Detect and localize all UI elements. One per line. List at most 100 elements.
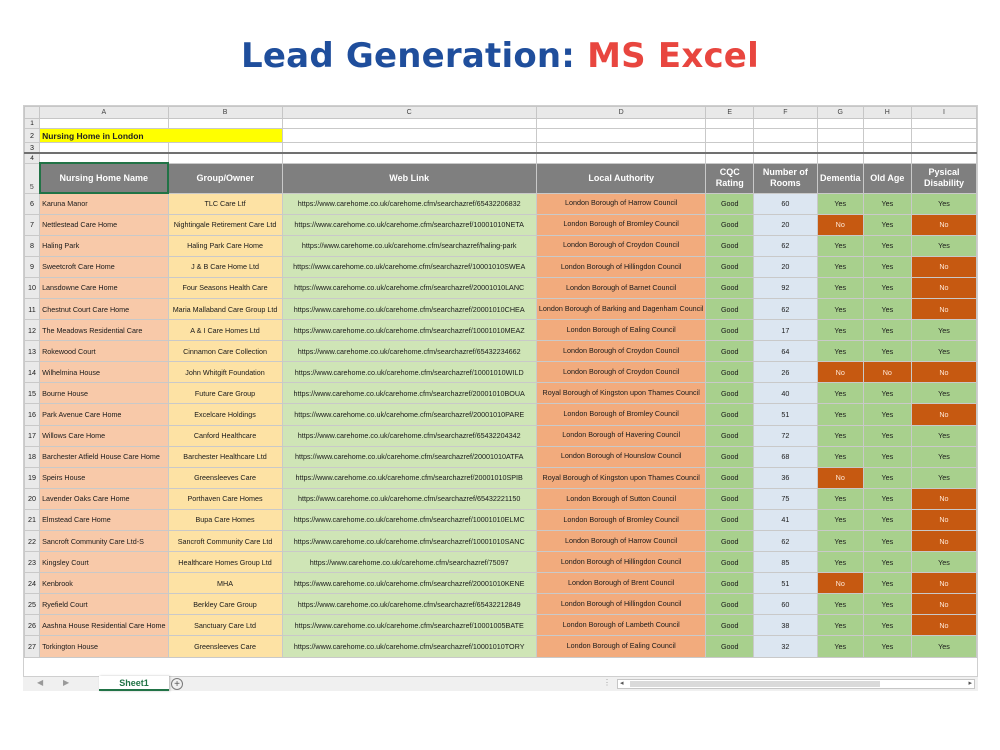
scroll-left-icon[interactable]: ◂ [620,680,624,687]
cell-group-owner[interactable]: Greensleeves Care [167,635,283,658]
cell-web-link[interactable]: https://www.carehome.co.uk/carehome.cfm/… [281,466,537,489]
cell-group-owner[interactable]: Sancroft Community Care Ltd [167,529,283,553]
cell-web-link[interactable]: https://www.carehome.co.uk/carehome.cfm/… [281,255,537,278]
row-number[interactable]: 4 [24,152,41,164]
cell-number-of-rooms[interactable]: 72 [752,424,818,447]
cell-nursing-home-name[interactable]: Haling Park [39,234,169,257]
row-number[interactable]: 26 [24,614,41,637]
empty-cell[interactable] [910,118,977,129]
cell-cqc-rating[interactable]: Good [705,572,754,595]
cell-nursing-home-name[interactable]: Willows Care Home [39,424,169,447]
cell-nursing-home-name[interactable]: The Meadows Residential Care [39,319,169,342]
cell-group-owner[interactable]: Excelcare Holdings [167,403,283,426]
scroll-right-icon[interactable]: ▸ [968,680,972,687]
empty-cell[interactable] [752,128,818,143]
row-number[interactable]: 9 [24,255,41,278]
header-cqc-rating[interactable]: CQC Rating [705,162,754,194]
cell-group-owner[interactable]: A & I Care Homes Ltd [167,319,283,342]
cell-local-authority[interactable]: London Borough of Harrow Council [535,192,707,215]
cell-cqc-rating[interactable]: Good [705,445,754,468]
empty-cell[interactable] [910,142,977,154]
cell-cqc-rating[interactable]: Good [705,255,754,278]
cell-cqc-rating[interactable]: Good [705,340,754,363]
cell-nursing-home-name[interactable]: Bourne House [39,382,169,405]
empty-cell[interactable] [862,118,912,129]
row-number[interactable]: 27 [24,635,41,658]
cell-cqc-rating[interactable]: Good [705,234,754,257]
cell-web-link[interactable]: https://www.carehome.co.uk/carehome.cfm/… [281,551,537,574]
cell-old-age[interactable]: Yes [862,614,912,637]
cell-web-link[interactable]: https://www.carehome.co.uk/carehome.cfm/… [281,593,537,616]
header-group-owner[interactable]: Group/Owner [167,162,283,194]
cell-group-owner[interactable]: MHA [167,572,283,595]
row-number[interactable]: 24 [24,572,41,595]
column-header-g[interactable]: G [816,106,864,119]
cell-web-link[interactable]: https://www.carehome.co.uk/carehome.cfm/… [281,361,537,384]
cell-group-owner[interactable]: Cinnamon Care Collection [167,340,283,363]
row-number[interactable]: 6 [24,192,41,215]
cell-cqc-rating[interactable]: Good [705,382,754,405]
cell-dementia[interactable]: Yes [816,276,864,299]
cell-cqc-rating[interactable]: Good [705,466,754,489]
empty-cell[interactable] [752,142,818,154]
cell-number-of-rooms[interactable]: 60 [752,192,818,215]
cell-old-age[interactable]: Yes [862,572,912,595]
cell-number-of-rooms[interactable]: 60 [752,593,818,616]
cell-old-age[interactable]: Yes [862,445,912,468]
row-number[interactable]: 18 [24,445,41,468]
cell-old-age[interactable]: Yes [862,466,912,489]
cell-nursing-home-name[interactable]: Kenbrook [39,572,169,595]
row-number[interactable]: 7 [24,213,41,236]
cell-web-link[interactable]: https://www.carehome.co.uk/carehome.cfm/… [281,340,537,363]
cell-cqc-rating[interactable]: Good [705,635,754,658]
cell-local-authority[interactable]: London Borough of Hillingdon Council [535,255,707,278]
cell-dementia[interactable]: Yes [816,255,864,278]
cell-web-link[interactable]: https://www.carehome.co.uk/carehome.cfm/… [281,614,537,637]
cell-disability[interactable]: No [910,276,977,299]
empty-cell[interactable] [535,152,707,164]
cell-number-of-rooms[interactable]: 32 [752,635,818,658]
cell-nursing-home-name[interactable]: Chestnut Court Care Home [39,297,169,321]
empty-cell[interactable] [862,152,912,164]
row-number[interactable]: 1 [24,118,41,129]
cell-dementia[interactable]: Yes [816,551,864,574]
horizontal-scrollbar[interactable]: ◂ ▸ [617,679,975,689]
cell-local-authority[interactable]: London Borough of Bromley Council [535,403,707,426]
row-number[interactable]: 23 [24,551,41,574]
cell-group-owner[interactable]: Canford Healthcare [167,424,283,447]
cell-old-age[interactable]: Yes [862,424,912,447]
cell-dementia[interactable]: Yes [816,508,864,532]
cell-dementia[interactable]: Yes [816,319,864,342]
cell-disability[interactable]: No [910,593,977,616]
cell-web-link[interactable]: https://www.carehome.co.uk/carehome.cfm/… [281,508,537,532]
cell-old-age[interactable]: Yes [862,319,912,342]
cell-cqc-rating[interactable]: Good [705,529,754,553]
cell-dementia[interactable]: Yes [816,424,864,447]
cell-old-age[interactable]: Yes [862,276,912,299]
cell-cqc-rating[interactable]: Good [705,276,754,299]
column-header-f[interactable]: F [752,106,818,119]
header-old-age[interactable]: Old Age [862,162,912,194]
cell-group-owner[interactable]: Maria Mallaband Care Group Ltd [167,297,283,321]
cell-dementia[interactable]: No [816,572,864,595]
cell-dementia[interactable]: Yes [816,297,864,321]
cell-dementia[interactable]: Yes [816,445,864,468]
row-number[interactable]: 22 [24,529,41,553]
cell-nursing-home-name[interactable]: Kingsley Court [39,551,169,574]
row-number[interactable]: 5 [24,162,41,194]
cell-number-of-rooms[interactable]: 38 [752,614,818,637]
empty-cell[interactable] [816,152,864,164]
cell-disability[interactable]: Yes [910,340,977,363]
cell-disability[interactable]: Yes [910,466,977,489]
cell-disability[interactable]: No [910,614,977,637]
cell-old-age[interactable]: Yes [862,635,912,658]
cell-disability[interactable]: Yes [910,445,977,468]
cell-group-owner[interactable]: Sanctuary Care Ltd [167,614,283,637]
cell-local-authority[interactable]: London Borough of Barnet Council [535,276,707,299]
empty-cell[interactable] [39,142,169,154]
header-nursing-home-name[interactable]: Nursing Home Name [38,162,170,194]
cell-group-owner[interactable]: Future Care Group [167,382,283,405]
plus-circle-icon[interactable]: + [171,678,183,690]
cell-web-link[interactable]: https://www.carehome.co.uk/carehome.cfm/… [281,403,537,426]
cell-disability[interactable]: No [910,297,977,321]
